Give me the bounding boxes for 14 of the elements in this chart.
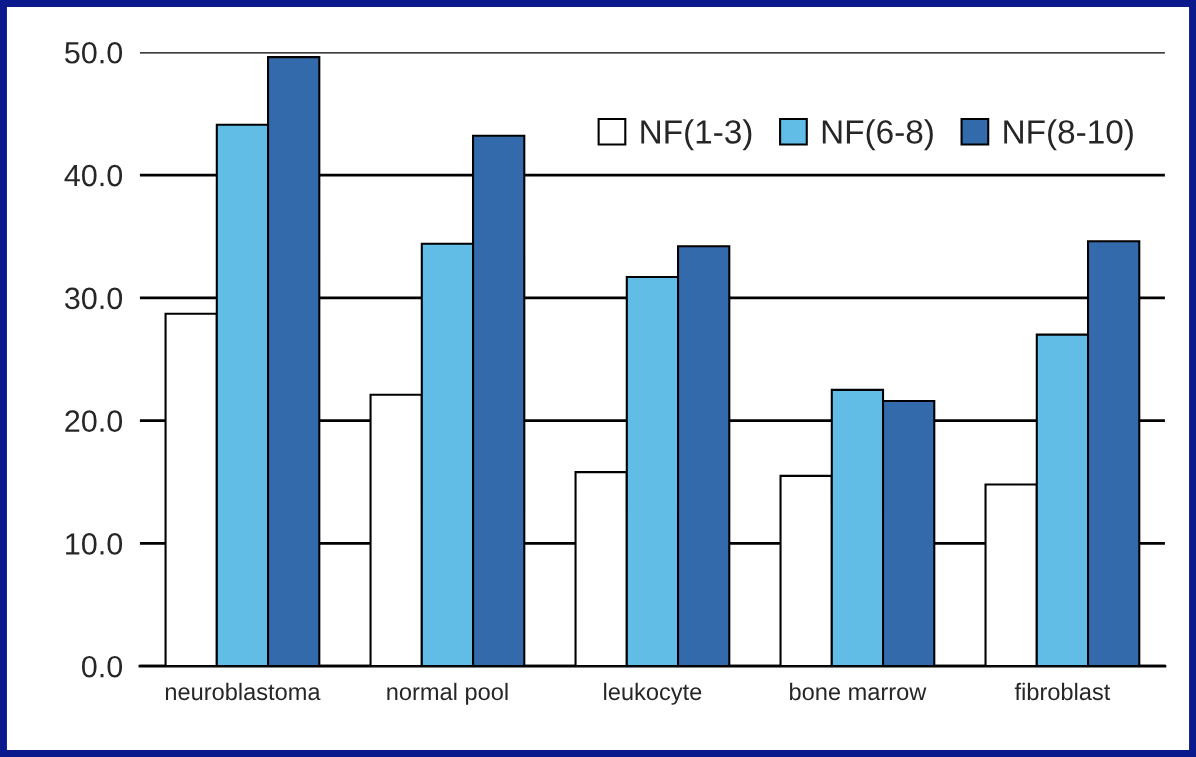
legend-label: NF(6-8) bbox=[822, 119, 933, 151]
x-tick-label: normal pool bbox=[387, 682, 508, 705]
legend-label: NF(8-10) bbox=[1004, 119, 1133, 151]
y-tick-label: 20.0 bbox=[65, 410, 123, 432]
x-tick-label: bone marrow bbox=[790, 682, 927, 701]
x-tick-label: fibroblast bbox=[1014, 682, 1111, 701]
x-tick-label: neuroblastoma bbox=[165, 682, 321, 701]
x-tick-label: leukocyte bbox=[604, 682, 702, 705]
legend-label: NF(1-3) bbox=[641, 119, 752, 151]
y-tick-label: 0.0 bbox=[81, 655, 123, 678]
y-tick-label: 50.0 bbox=[65, 41, 123, 64]
y-tick-label: 10.0 bbox=[66, 533, 123, 555]
y-tick-label: 40.0 bbox=[64, 164, 123, 187]
y-tick-label: 30.0 bbox=[64, 287, 123, 310]
